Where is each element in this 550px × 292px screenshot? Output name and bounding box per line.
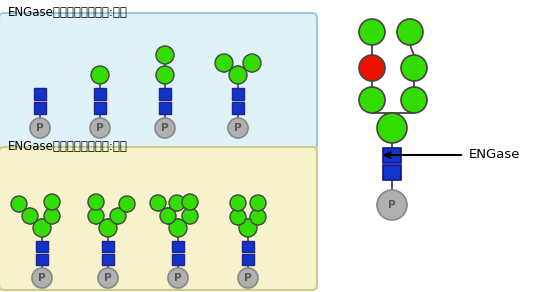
Circle shape	[401, 55, 427, 81]
Circle shape	[359, 55, 385, 81]
Circle shape	[33, 219, 51, 237]
Circle shape	[88, 208, 104, 224]
Circle shape	[11, 196, 27, 212]
Text: P: P	[234, 123, 242, 133]
Circle shape	[238, 268, 258, 288]
Circle shape	[155, 118, 175, 138]
Bar	[383, 147, 401, 163]
Circle shape	[239, 219, 257, 237]
Bar	[383, 164, 401, 180]
Circle shape	[243, 54, 261, 72]
Circle shape	[119, 196, 135, 212]
Text: ENGase: ENGase	[469, 149, 520, 161]
Bar	[102, 241, 114, 252]
Text: P: P	[244, 273, 252, 283]
Bar	[159, 88, 171, 100]
Circle shape	[110, 208, 126, 224]
Circle shape	[182, 208, 198, 224]
Circle shape	[91, 66, 109, 84]
Bar	[36, 241, 48, 252]
Text: P: P	[36, 123, 44, 133]
Text: P: P	[38, 273, 46, 283]
Text: P: P	[96, 123, 104, 133]
Circle shape	[88, 194, 104, 210]
Circle shape	[44, 194, 60, 210]
Circle shape	[250, 209, 266, 225]
Bar	[94, 88, 106, 100]
Circle shape	[98, 268, 118, 288]
Circle shape	[44, 208, 60, 224]
FancyBboxPatch shape	[0, 13, 317, 150]
Circle shape	[32, 268, 52, 288]
Circle shape	[215, 54, 233, 72]
Text: P: P	[104, 273, 112, 283]
Bar	[94, 102, 106, 114]
Circle shape	[359, 19, 385, 45]
Circle shape	[150, 195, 166, 211]
Bar	[102, 254, 114, 265]
Circle shape	[230, 195, 246, 211]
Bar	[242, 254, 254, 265]
Bar	[34, 88, 46, 100]
Bar	[159, 102, 171, 114]
Circle shape	[99, 219, 117, 237]
Text: ENGase欠損細胞での蓄積:あり: ENGase欠損細胞での蓄積:あり	[8, 140, 128, 154]
Circle shape	[169, 195, 185, 211]
Circle shape	[30, 118, 50, 138]
Circle shape	[182, 194, 198, 210]
Circle shape	[168, 268, 188, 288]
Circle shape	[230, 209, 246, 225]
Circle shape	[377, 190, 407, 220]
Bar	[34, 102, 46, 114]
Text: ENGase欠損細胞での蓄積:なし: ENGase欠損細胞での蓄積:なし	[8, 6, 128, 18]
Circle shape	[250, 195, 266, 211]
Circle shape	[160, 208, 176, 224]
Text: P: P	[174, 273, 182, 283]
Circle shape	[169, 219, 187, 237]
Bar	[232, 88, 244, 100]
Circle shape	[156, 66, 174, 84]
Bar	[172, 254, 184, 265]
Bar	[36, 254, 48, 265]
Text: P: P	[388, 200, 396, 210]
Bar	[172, 241, 184, 252]
Circle shape	[90, 118, 110, 138]
Circle shape	[228, 118, 248, 138]
FancyBboxPatch shape	[0, 147, 317, 290]
Circle shape	[229, 66, 247, 84]
Circle shape	[156, 46, 174, 64]
Circle shape	[22, 208, 38, 224]
Circle shape	[401, 87, 427, 113]
Text: P: P	[161, 123, 169, 133]
Circle shape	[377, 113, 407, 143]
Circle shape	[359, 87, 385, 113]
Bar	[232, 102, 244, 114]
Circle shape	[397, 19, 423, 45]
Bar	[242, 241, 254, 252]
